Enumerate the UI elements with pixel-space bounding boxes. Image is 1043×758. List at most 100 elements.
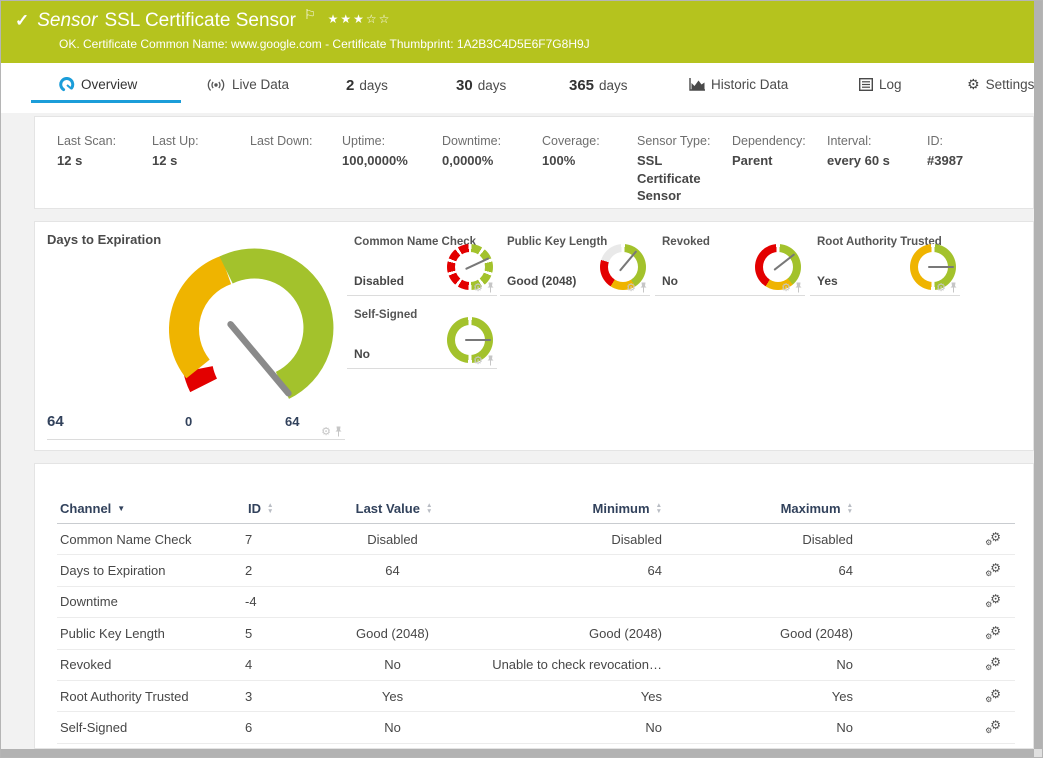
pin-icon[interactable] [486,355,495,366]
column-header-minimum[interactable]: Minimum▲▼ [480,501,662,516]
gear-icon[interactable]: ⚙ [473,282,483,293]
channel-table-header: Channel▼ID▲▼Last Value▲▼Minimum▲▼Maximum… [57,494,1015,524]
gauge-value: No [354,347,370,361]
cell-channel[interactable]: Root Authority Trusted [57,689,245,704]
tab-historic-data[interactable]: Historic Data [689,77,788,92]
status-message: OK. Certificate Common Name: www.google.… [59,37,590,51]
object-kind-label: Sensor [37,10,97,32]
tab-log[interactable]: Log [859,77,902,92]
sort-toggle-icon[interactable]: ▲▼ [426,503,432,514]
tab-2-days[interactable]: 2 days [346,77,388,94]
table-row[interactable]: Downtime -4 ⚙⚙ [57,587,1015,618]
cell-minimum: Disabled [480,532,662,547]
pin-icon[interactable] [486,282,495,293]
gauge-needle [465,257,489,270]
star-icon[interactable]: ☆ [366,12,379,26]
pin-icon[interactable] [334,426,343,437]
flag-icon[interactable]: ⚐ [304,7,316,23]
channel-table-body: Common Name Check 7 Disabled Disabled Di… [35,524,1033,744]
star-icon[interactable]: ☆ [379,12,392,26]
gear-icon[interactable]: ⚙ [321,426,331,437]
days-to-expiration-gauge [47,222,345,440]
info-column: Uptime: 100,0000% [342,134,442,208]
primary-gauge-cell[interactable]: Days to Expiration 0 64 64 ⚙ [47,222,345,440]
tab-30-days[interactable]: 30 days [456,77,506,94]
gear-icon[interactable]: ⚙ [626,282,636,293]
tab-settings[interactable]: ⚙ Settings [967,77,1034,93]
table-row[interactable]: Public Key Length 5 Good (2048) Good (20… [57,618,1015,649]
table-row[interactable]: Common Name Check 7 Disabled Disabled Di… [57,524,1015,555]
gear-icon[interactable]: ⚙ [473,355,483,366]
priority-stars[interactable]: ★★★☆☆ [328,12,392,26]
tab-icon [859,78,873,91]
historic-data-icon [689,78,705,91]
gauge-value: No [662,274,678,288]
star-icon[interactable]: ★ [353,12,366,26]
tab-label: days [478,78,507,93]
info-label: Downtime: [442,134,542,148]
cell-channel[interactable]: Downtime [57,594,245,609]
vertical-scrollbar[interactable] [1034,1,1042,749]
cell-channel[interactable]: Revoked [57,657,245,672]
cell-id: 3 [245,689,305,704]
prtg-sensor-page: ✓ Sensor SSL Certificate Sensor ⚐ ★★★☆☆ … [0,0,1043,758]
primary-gauge-value: 64 [47,413,64,430]
cell-channel[interactable]: Self-Signed [57,720,245,735]
pin-icon[interactable] [639,282,648,293]
channel-settings-icon[interactable]: ⚙⚙ [983,532,1001,546]
column-header-last-value[interactable]: Last Value▲▼ [305,501,480,516]
sort-toggle-icon[interactable]: ▲▼ [267,503,273,514]
info-value: 0,0000% [442,152,522,170]
gear-icon[interactable]: ⚙ [936,282,946,293]
table-row[interactable]: Self-Signed 6 No No No ⚙⚙ [57,712,1015,743]
sort-desc-icon[interactable]: ▼ [117,504,125,513]
channel-settings-icon[interactable]: ⚙⚙ [983,720,1001,734]
column-header-channel[interactable]: Channel▼ [57,501,245,516]
star-icon[interactable]: ★ [328,12,341,26]
tab-number: 365 [569,77,594,94]
table-row[interactable]: Days to Expiration 2 64 64 64 ⚙⚙ [57,555,1015,586]
tab-365-days[interactable]: 365 days [569,77,628,94]
sort-toggle-icon[interactable]: ▲▼ [847,503,853,514]
column-header-maximum[interactable]: Maximum▲▼ [662,501,853,516]
gauge-title: Self-Signed [354,309,417,321]
gauge-cell-common-name-check[interactable]: Common Name Check Disabled ⚙ [347,234,497,296]
cell-channel[interactable]: Days to Expiration [57,563,245,578]
channel-settings-icon[interactable]: ⚙⚙ [983,689,1001,703]
info-value: 12 s [152,152,232,170]
gauge-cell-revoked[interactable]: Revoked No ⚙ [655,234,805,296]
cell-id: 5 [245,626,305,641]
pin-icon[interactable] [949,282,958,293]
gauge-scale-min: 0 [185,414,192,429]
channel-settings-icon[interactable]: ⚙⚙ [983,626,1001,640]
gauge-cell-self-signed[interactable]: Self-Signed No ⚙ [347,307,497,369]
gauge-cell-public-key-length[interactable]: Public Key Length Good (2048) ⚙ [500,234,650,296]
column-header-id[interactable]: ID▲▼ [245,501,305,516]
table-row[interactable]: Revoked 4 No Unable to check revocation…… [57,650,1015,681]
info-value: 100,0000% [342,152,422,170]
gauge-cell-root-authority-trusted[interactable]: Root Authority Trusted Yes ⚙ [810,234,960,296]
info-label: Last Up: [152,134,250,148]
star-icon[interactable]: ★ [340,12,353,26]
settings-gear-icon: ⚙ [967,77,980,93]
tab-live-data[interactable]: Live Data [206,77,289,92]
horizontal-scrollbar[interactable] [1,749,1034,757]
tab-label: Settings [986,77,1035,92]
tab-overview[interactable]: Overview [59,77,137,93]
cell-last-value: Yes [305,689,480,704]
cell-maximum: No [662,720,853,735]
channel-settings-icon[interactable]: ⚙⚙ [983,563,1001,577]
cell-channel[interactable]: Common Name Check [57,532,245,547]
pin-icon[interactable] [794,282,803,293]
info-column: Last Down: [250,134,342,208]
tab-label: Live Data [232,77,289,92]
channel-settings-icon[interactable]: ⚙⚙ [983,594,1001,608]
channel-settings-icon[interactable]: ⚙⚙ [983,657,1001,671]
gear-icon[interactable]: ⚙ [781,282,791,293]
tab-icon: ⚙ [967,77,980,93]
cell-channel[interactable]: Public Key Length [57,626,245,641]
cell-last-value: No [305,657,480,672]
gauge-needle [773,253,795,271]
info-label: Sensor Type: [637,134,732,148]
table-row[interactable]: Root Authority Trusted 3 Yes Yes Yes ⚙⚙ [57,681,1015,712]
